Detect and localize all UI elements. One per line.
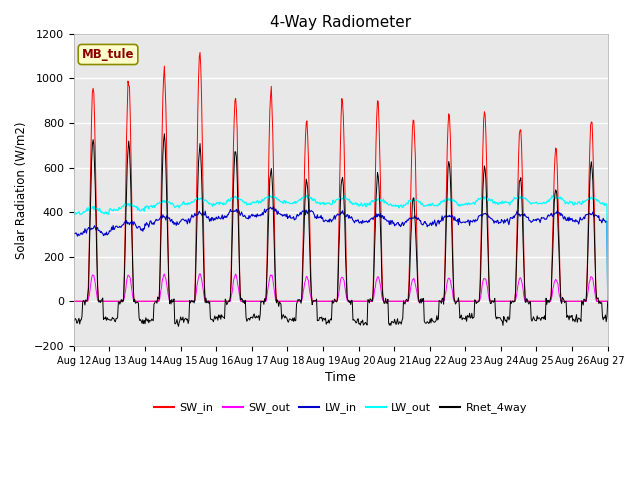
LW_in xyxy=(406,216,414,221)
Rnet_4way xyxy=(70,318,77,324)
Rnet_4way xyxy=(218,314,226,320)
LW_out xyxy=(303,192,311,198)
Text: MB_tule: MB_tule xyxy=(82,48,134,61)
LW_in xyxy=(269,204,277,210)
LW_out xyxy=(79,209,87,215)
SW_out xyxy=(79,299,87,304)
Rnet_4way xyxy=(79,298,87,303)
SW_out xyxy=(218,299,225,304)
LW_in xyxy=(134,224,142,229)
LW_out xyxy=(134,205,142,211)
SW_out xyxy=(196,271,204,276)
SW_out xyxy=(604,299,612,304)
SW_in xyxy=(196,49,204,55)
LW_out xyxy=(406,198,414,204)
SW_out xyxy=(406,288,414,294)
Line: LW_out: LW_out xyxy=(74,195,608,301)
SW_out xyxy=(422,299,429,304)
SW_in xyxy=(218,299,225,304)
Rnet_4way xyxy=(604,299,612,304)
SW_out xyxy=(70,299,77,304)
LW_out xyxy=(604,299,612,304)
Rnet_4way xyxy=(175,324,182,329)
Rnet_4way xyxy=(161,131,168,137)
SW_in xyxy=(70,299,77,304)
SW_in xyxy=(604,299,612,304)
Rnet_4way xyxy=(190,300,198,306)
LW_in xyxy=(217,216,225,222)
Title: 4-Way Radiometer: 4-Way Radiometer xyxy=(270,15,412,30)
SW_out xyxy=(134,299,142,304)
X-axis label: Time: Time xyxy=(325,371,356,384)
Line: SW_in: SW_in xyxy=(74,52,608,301)
LW_in xyxy=(189,214,196,220)
LW_out xyxy=(70,211,77,216)
SW_in xyxy=(422,299,429,304)
SW_in xyxy=(189,299,196,304)
LW_out xyxy=(189,200,196,205)
Line: LW_in: LW_in xyxy=(74,207,608,301)
Line: Rnet_4way: Rnet_4way xyxy=(74,134,608,326)
SW_out xyxy=(189,299,196,304)
LW_in xyxy=(79,228,87,234)
Y-axis label: Solar Radiation (W/m2): Solar Radiation (W/m2) xyxy=(15,121,28,259)
Rnet_4way xyxy=(407,233,415,239)
LW_in xyxy=(422,221,429,227)
SW_in xyxy=(79,299,87,304)
Rnet_4way xyxy=(134,300,142,306)
LW_in xyxy=(70,231,77,237)
SW_in xyxy=(406,220,414,226)
SW_in xyxy=(134,299,142,304)
Rnet_4way xyxy=(422,320,430,326)
LW_in xyxy=(604,299,612,304)
Legend: SW_in, SW_out, LW_in, LW_out, Rnet_4way: SW_in, SW_out, LW_in, LW_out, Rnet_4way xyxy=(150,398,532,418)
LW_out xyxy=(422,203,429,208)
Line: SW_out: SW_out xyxy=(74,274,608,301)
LW_out xyxy=(217,200,225,206)
